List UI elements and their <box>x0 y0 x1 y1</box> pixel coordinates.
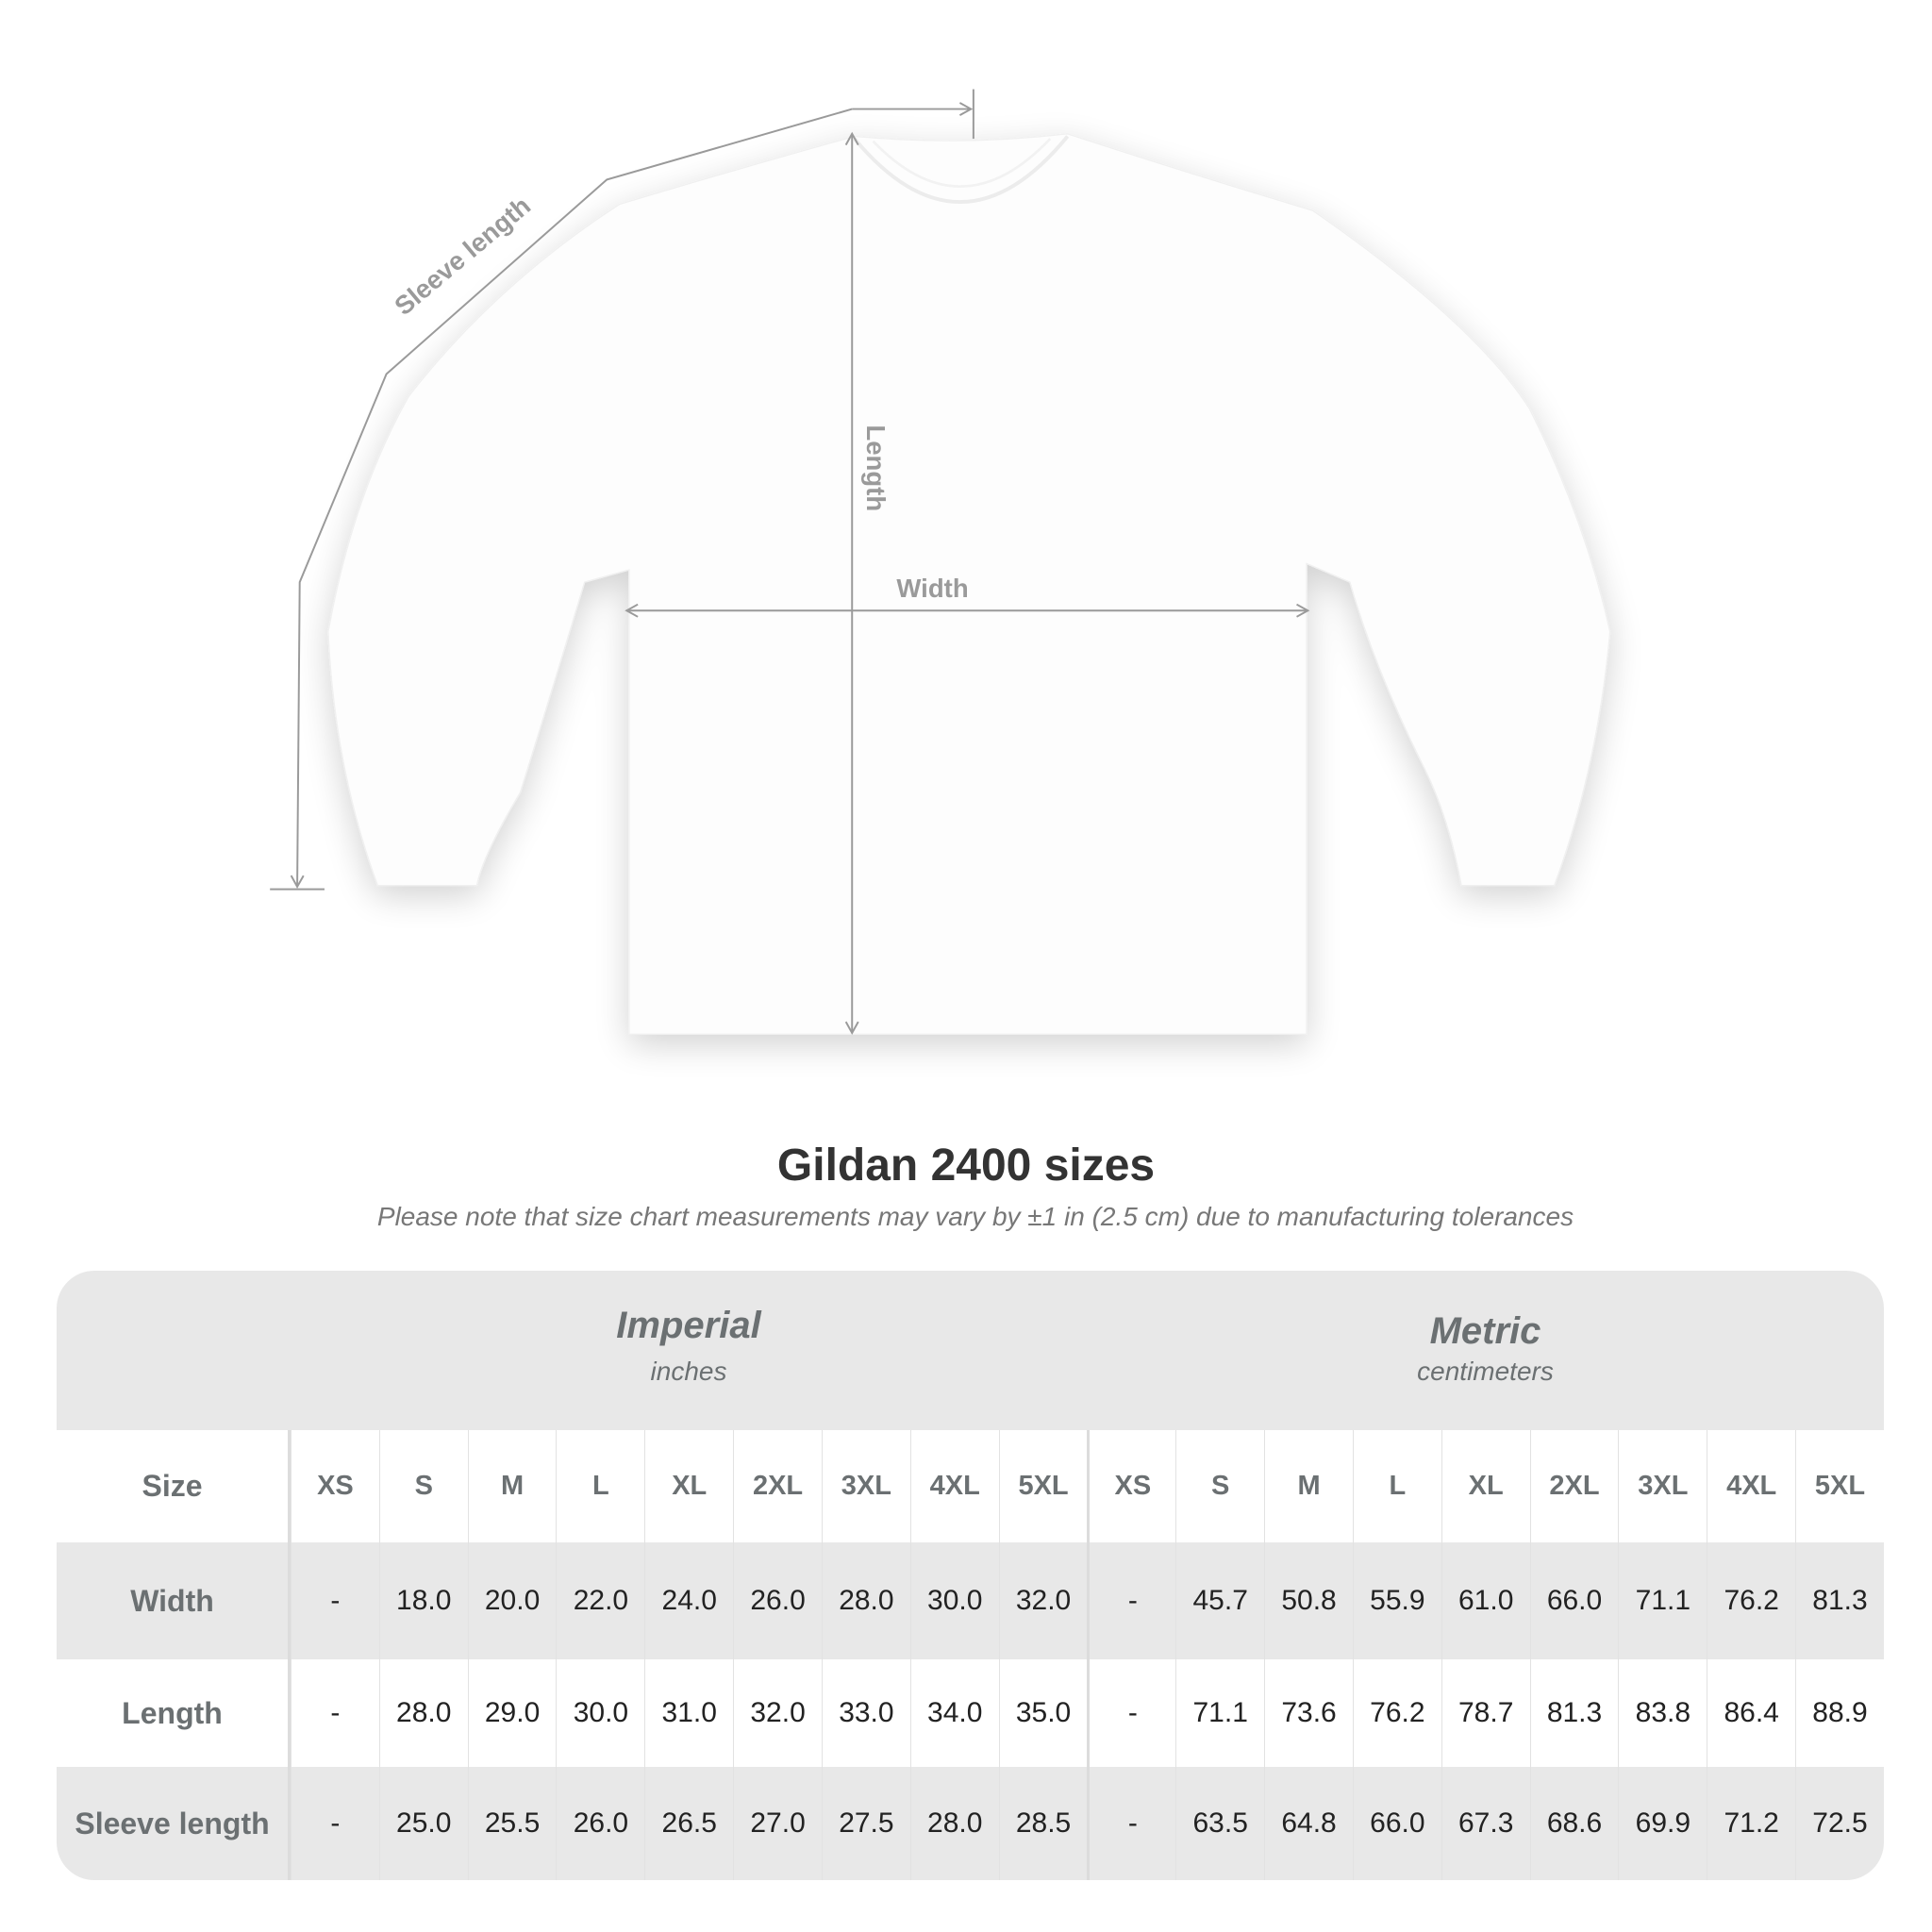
imperial-value-cell: 30.0 <box>556 1659 644 1767</box>
tolerance-note: Please note that size chart measurements… <box>376 1202 1574 1231</box>
imperial-value-cell: 34.0 <box>909 1659 999 1767</box>
metric-value-cell: 78.7 <box>1441 1659 1530 1767</box>
metric-size-m: M <box>1264 1430 1353 1542</box>
metric-value-cell: - <box>1087 1542 1175 1659</box>
imperial-value-cell: 26.0 <box>733 1542 822 1659</box>
imperial-value-cell: - <box>291 1542 379 1659</box>
metric-size-l: L <box>1352 1430 1441 1542</box>
metric-size-xs: XS <box>1087 1430 1175 1542</box>
metric-value-cell: 81.3 <box>1795 1542 1884 1659</box>
imperial-header: Imperial inches <box>291 1271 1087 1430</box>
imperial-value-cell: 27.0 <box>733 1767 822 1880</box>
table-row-length: Length -28.0 29.0 30.0 31.0 32.0 33.0 34.0 35.0-… <box>57 1659 1884 1767</box>
metric-value-cell: 61.0 <box>1441 1542 1530 1659</box>
metric-size-3xl: 3XL <box>1618 1430 1707 1542</box>
row-label: Sleeve length <box>57 1767 291 1880</box>
imperial-value-cell: 32.0 <box>733 1659 822 1767</box>
imperial-value-cell: 26.5 <box>644 1767 733 1880</box>
length-label: Length <box>861 425 891 511</box>
imperial-size-2xl: 2XL <box>733 1430 822 1542</box>
size-label: Size <box>57 1430 291 1542</box>
page-title: Gildan 2400 sizes <box>776 1141 1156 1191</box>
imperial-size-l: L <box>556 1430 644 1542</box>
metric-unit: centimeters <box>1417 1357 1554 1386</box>
imperial-value-cell: - <box>291 1659 379 1767</box>
imperial-size-5xl: 5XL <box>998 1430 1088 1542</box>
metric-value-cell: 67.3 <box>1441 1767 1530 1880</box>
imperial-size-xl: XL <box>644 1430 733 1542</box>
imperial-value-cell: 35.0 <box>998 1659 1088 1767</box>
imperial-size-m: M <box>467 1430 557 1542</box>
metric-value-cell: - <box>1087 1659 1175 1767</box>
metric-header: Metric centimeters <box>1087 1271 1884 1430</box>
metric-value-cell: 76.2 <box>1352 1659 1441 1767</box>
metric-value-cell: 71.1 <box>1618 1542 1707 1659</box>
imperial-value-cell: 28.0 <box>378 1659 468 1767</box>
imperial-value-cell: - <box>291 1767 379 1880</box>
table-row-sleeve-length: Sleeve length -25.0 25.5 26.0 26.5 27.0 27.5 28… <box>57 1767 1884 1880</box>
shirt-diagram: Sleeve length Length Width <box>270 89 1611 1035</box>
row-label: Width <box>57 1542 291 1659</box>
metric-value-cell: 68.6 <box>1529 1767 1619 1880</box>
imperial-value-cell: 29.0 <box>467 1659 557 1767</box>
metric-size-5xl: 5XL <box>1795 1430 1884 1542</box>
metric-value-cell: 71.1 <box>1175 1659 1264 1767</box>
metric-value-cell: 88.9 <box>1795 1659 1884 1767</box>
imperial-value-cell: 28.0 <box>909 1767 999 1880</box>
table-row-width: Width -18.0 20.0 22.0 24.0 26.0 28.0 30.0 32.0-4… <box>57 1542 1884 1659</box>
imperial-unit: inches <box>650 1357 727 1386</box>
imperial-value-cell: 32.0 <box>998 1542 1088 1659</box>
collar-inner <box>872 138 1052 188</box>
shirt-shape <box>327 133 1611 1035</box>
collar <box>853 135 1070 204</box>
imperial-size-s: S <box>378 1430 468 1542</box>
metric-value-cell: 83.8 <box>1618 1659 1707 1767</box>
metric-size-s: S <box>1175 1430 1264 1542</box>
metric-value-cell: 50.8 <box>1264 1542 1353 1659</box>
metric-size-2xl: 2XL <box>1529 1430 1619 1542</box>
imperial-value-cell: 33.0 <box>821 1659 910 1767</box>
metric-title: Metric <box>1429 1310 1541 1352</box>
imperial-value-cell: 27.5 <box>821 1767 910 1880</box>
metric-size-xl: XL <box>1441 1430 1530 1542</box>
imperial-value-cell: 25.5 <box>467 1767 557 1880</box>
width-label: Width <box>896 574 968 603</box>
imperial-value-cell: 31.0 <box>644 1659 733 1767</box>
metric-value-cell: 45.7 <box>1175 1542 1264 1659</box>
imperial-value-cell: 25.0 <box>378 1767 468 1880</box>
imperial-value-cell: 28.5 <box>998 1767 1088 1880</box>
metric-value-cell: 69.9 <box>1618 1767 1707 1880</box>
metric-value-cell: - <box>1087 1767 1175 1880</box>
imperial-value-cell: 26.0 <box>556 1767 644 1880</box>
imperial-value-cell: 30.0 <box>909 1542 999 1659</box>
metric-value-cell: 86.4 <box>1707 1659 1795 1767</box>
size-table: Imperial inches Metric centimeters Size X… <box>57 1271 1884 1880</box>
metric-value-cell: 73.6 <box>1264 1659 1353 1767</box>
metric-size-4xl: 4XL <box>1707 1430 1795 1542</box>
metric-value-cell: 66.0 <box>1529 1542 1619 1659</box>
metric-value-cell: 76.2 <box>1707 1542 1795 1659</box>
imperial-value-cell: 24.0 <box>644 1542 733 1659</box>
imperial-size-xs: XS <box>291 1430 379 1542</box>
metric-value-cell: 55.9 <box>1352 1542 1441 1659</box>
imperial-size-3xl: 3XL <box>821 1430 910 1542</box>
imperial-size-4xl: 4XL <box>909 1430 999 1542</box>
metric-value-cell: 71.2 <box>1707 1767 1795 1880</box>
imperial-value-cell: 28.0 <box>821 1542 910 1659</box>
row-label: Length <box>57 1659 291 1767</box>
imperial-value-cell: 22.0 <box>556 1542 644 1659</box>
metric-value-cell: 64.8 <box>1264 1767 1353 1880</box>
size-header-row: Size XS S M L XL 2XL 3XL 4XL 5XL XS S M L XL 2XL 3XL 4XL 5… <box>57 1430 1884 1542</box>
imperial-title: Imperial <box>616 1305 761 1346</box>
metric-value-cell: 63.5 <box>1175 1767 1264 1880</box>
metric-value-cell: 66.0 <box>1352 1767 1441 1880</box>
sleeve-length-measure <box>270 89 974 891</box>
imperial-value-cell: 18.0 <box>378 1542 468 1659</box>
metric-value-cell: 72.5 <box>1795 1767 1884 1880</box>
imperial-value-cell: 20.0 <box>467 1542 557 1659</box>
metric-value-cell: 81.3 <box>1529 1659 1619 1767</box>
